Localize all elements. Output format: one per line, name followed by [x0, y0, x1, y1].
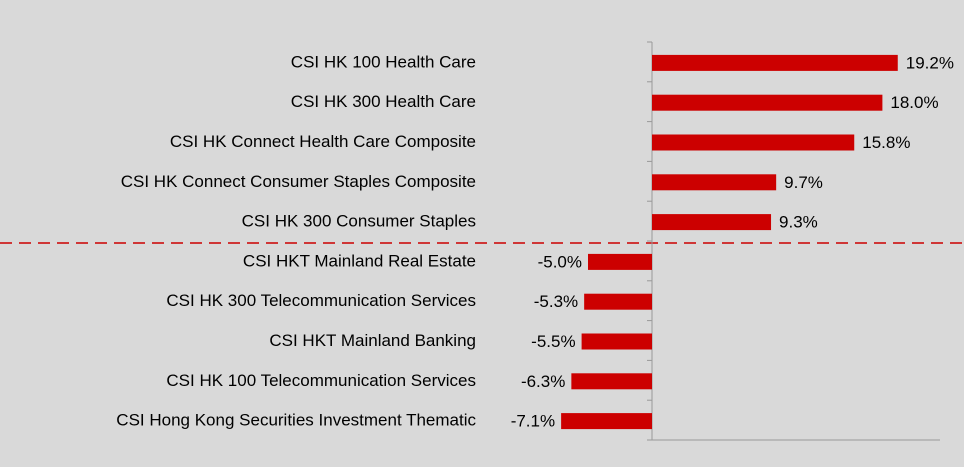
data-label: -5.5%	[531, 332, 575, 351]
bar	[588, 253, 652, 270]
data-label: 19.2%	[906, 53, 954, 72]
category-label: CSI HK 300 Telecommunication Services	[166, 291, 476, 310]
category-label: CSI HKT Mainland Banking	[269, 331, 476, 350]
category-label: CSI HK Connect Health Care Composite	[170, 132, 476, 151]
category-label: CSI HK Connect Consumer Staples Composit…	[121, 172, 476, 191]
data-label: -6.3%	[521, 372, 565, 391]
category-label: CSI HK 300 Consumer Staples	[242, 212, 476, 231]
data-label: 18.0%	[890, 93, 938, 112]
bar	[652, 54, 898, 71]
bar	[652, 134, 855, 151]
data-label: -5.3%	[534, 292, 578, 311]
data-label: 9.7%	[784, 173, 823, 192]
bar	[652, 214, 772, 231]
category-label: CSI HK 100 Health Care	[291, 52, 476, 71]
bar	[571, 373, 652, 390]
category-label: CSI Hong Kong Securities Investment Them…	[116, 411, 476, 430]
data-label: 15.8%	[862, 133, 910, 152]
bar	[652, 174, 777, 191]
category-label: CSI HK 100 Telecommunication Services	[166, 371, 476, 390]
bar	[561, 413, 652, 430]
category-label: CSI HK 300 Health Care	[291, 92, 476, 111]
bar	[584, 293, 652, 310]
data-label: -5.0%	[538, 252, 582, 271]
bar	[652, 94, 883, 111]
data-label: 9.3%	[779, 213, 818, 232]
category-label: CSI HKT Mainland Real Estate	[243, 251, 476, 270]
data-label: -7.1%	[511, 412, 555, 431]
bar	[581, 333, 652, 350]
